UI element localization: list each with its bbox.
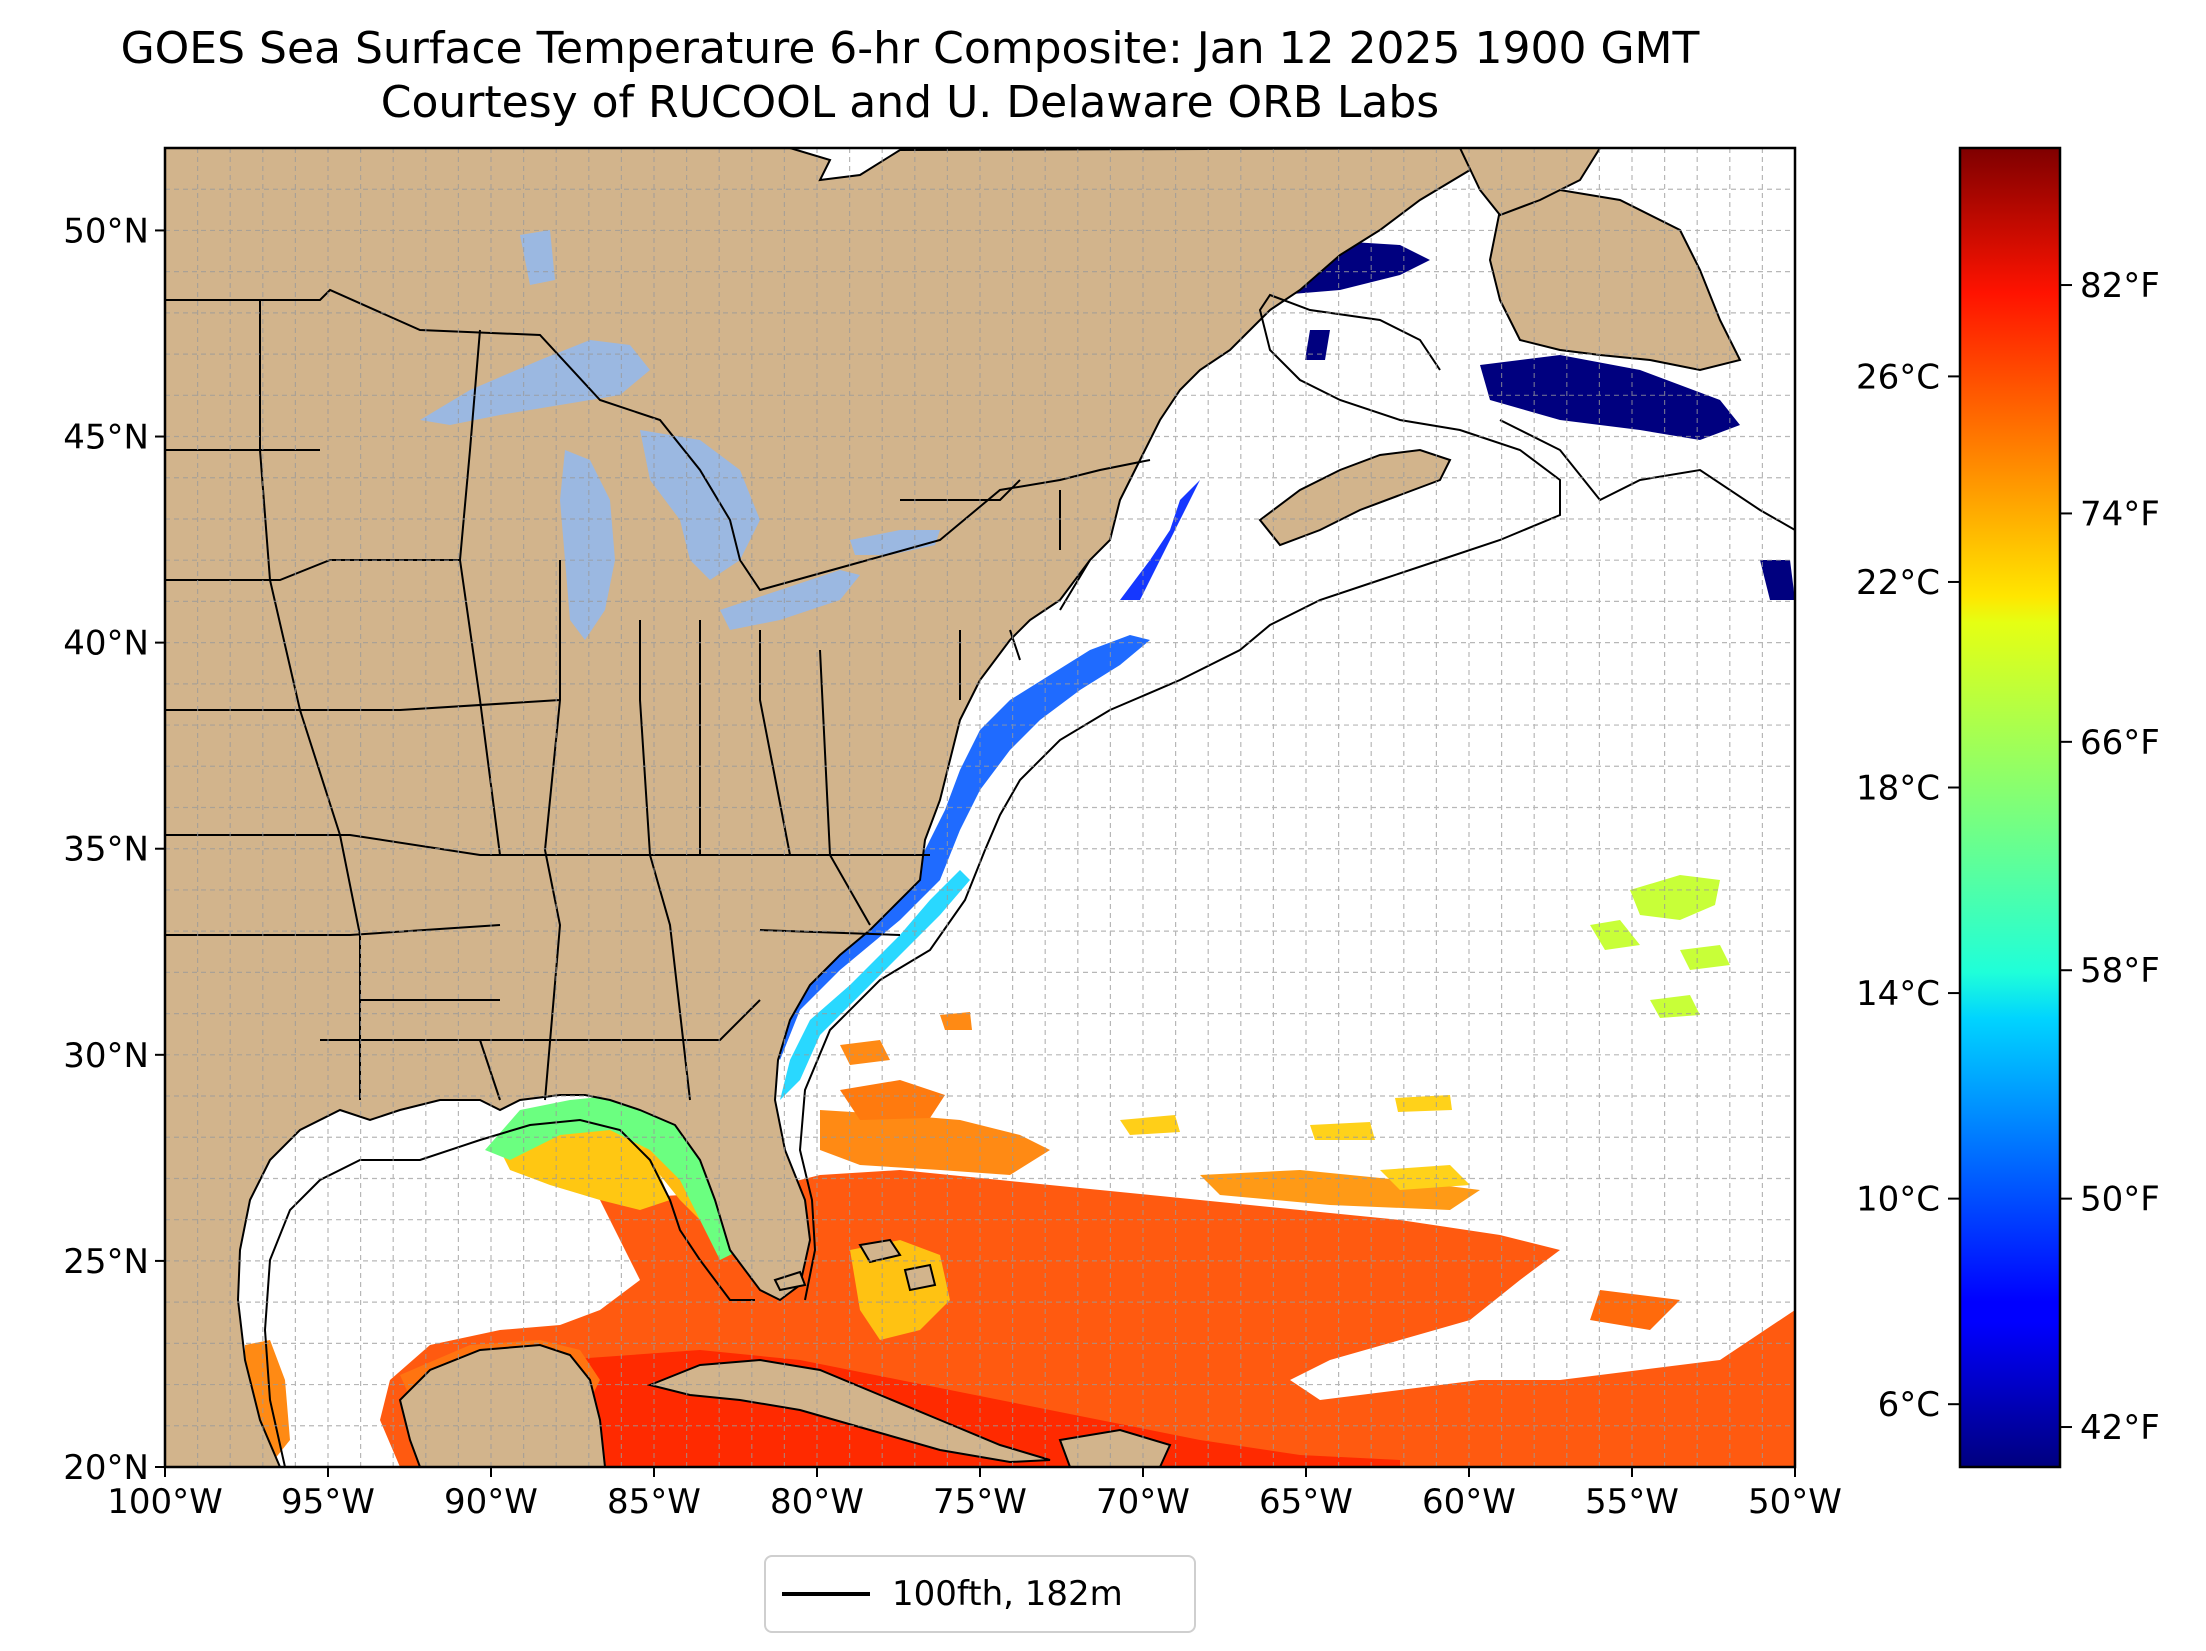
sst-nfld-south: [1480, 355, 1740, 440]
lakes-layer: [420, 230, 940, 640]
lon-tick-label: 80°W: [770, 1482, 864, 1522]
lat-tick-label: 45°N: [63, 418, 149, 458]
lat-tick-label: 25°N: [63, 1242, 149, 1282]
lon-tick-label: 65°W: [1259, 1482, 1353, 1522]
colorbar-celsius-axis: 6°C 10°C 14°C 18°C 22°C 26°C: [1856, 357, 1960, 1425]
isobath-gulf: [263, 1118, 755, 1467]
celsius-tick-label: 22°C: [1856, 563, 1940, 603]
isobath-east-coast: [798, 293, 1561, 1301]
lake-ontario: [850, 530, 940, 555]
title-line-2: Courtesy of RUCOOL and U. Delaware ORB L…: [380, 77, 1440, 128]
gridlines: [165, 148, 1795, 1467]
colorbar-fahrenheit-axis: 42°F 50°F 58°F 66°F 74°F 82°F: [2060, 266, 2160, 1448]
sst-gulf-coastal: [485, 1095, 740, 1260]
bahamas-island-2: [903, 1263, 937, 1292]
yucatan-land: [398, 1343, 607, 1467]
lon-tick-label: 70°W: [1096, 1482, 1190, 1522]
sst-patch-9: [940, 1012, 972, 1030]
fahrenheit-tick-label: 58°F: [2080, 951, 2160, 991]
labrador-land: [1458, 148, 1602, 217]
sst-patch-7: [840, 1040, 890, 1065]
state-borders: [165, 300, 1091, 1101]
legend-isobath-label: 100fth, 182m: [892, 1574, 1123, 1614]
lat-tick-label: 20°N: [63, 1448, 149, 1488]
sst-labrador-patch: [1305, 330, 1330, 360]
lake-michigan: [560, 450, 615, 640]
bahamas-island-1: [858, 1238, 902, 1264]
lon-tick-label: 50°W: [1748, 1482, 1842, 1522]
lon-tick-label: 60°W: [1422, 1482, 1516, 1522]
isobath-100fth: [263, 293, 1795, 1467]
lon-tick-label: 85°W: [607, 1482, 701, 1522]
us-canada-border: [165, 288, 1151, 592]
sst-gulf-of-maine: [1120, 480, 1200, 600]
lat-tick-label: 35°N: [63, 830, 149, 870]
celsius-tick-label: 26°C: [1856, 357, 1940, 397]
title-line-1: GOES Sea Surface Temperature 6-hr Compos…: [120, 23, 1700, 74]
sst-patch-2: [1200, 1170, 1480, 1210]
fahrenheit-tick-label: 66°F: [2080, 723, 2160, 763]
nova-scotia-land: [1258, 448, 1452, 547]
sst-patch-6: [1310, 1122, 1375, 1140]
lake-erie: [720, 570, 860, 630]
florida-keys: [773, 1270, 807, 1292]
legend-isobath-swatch: [782, 1592, 870, 1596]
fahrenheit-tick-label: 82°F: [2080, 266, 2160, 306]
sst-patch-1: [840, 1080, 945, 1120]
sst-atlantic-orange: [820, 1110, 1050, 1175]
lon-tick-label: 90°W: [444, 1482, 538, 1522]
lon-tick-label: 100°W: [107, 1482, 223, 1522]
lat-tick-label: 50°N: [63, 211, 149, 251]
colorbar: 6°C 10°C 14°C 18°C 22°C 26°C 42°F 50°F 58°F 66°F…: [1856, 146, 2160, 1469]
fahrenheit-tick-label: 74°F: [2080, 494, 2160, 534]
sst-nfld-east: [1760, 560, 1795, 600]
lake-huron: [640, 430, 760, 580]
legend: 100fth, 182m: [764, 1555, 1196, 1633]
sst-green-4: [1650, 995, 1700, 1018]
sst-green-3: [1680, 945, 1730, 970]
map-panel: [165, 148, 1795, 1467]
celsius-tick-label: 18°C: [1856, 769, 1940, 809]
fahrenheit-tick-label: 42°F: [2080, 1408, 2160, 1448]
lake-superior: [420, 340, 650, 425]
sst-patch-8: [1395, 1095, 1452, 1112]
sst-patch-5: [1120, 1115, 1180, 1135]
celsius-tick-label: 14°C: [1856, 974, 1940, 1014]
borders-layer: [165, 288, 1151, 1101]
lon-tick-label: 75°W: [933, 1482, 1027, 1522]
lat-tick-label: 40°N: [63, 624, 149, 664]
isobath-nfld: [1499, 419, 1795, 531]
fahrenheit-tick-label: 50°F: [2080, 1180, 2160, 1220]
celsius-tick-label: 6°C: [1878, 1385, 1940, 1425]
celsius-tick-label: 10°C: [1856, 1180, 1940, 1220]
colorbar-gradient: [1958, 146, 2062, 1469]
map-title: GOES Sea Surface Temperature 6-hr Compos…: [0, 22, 1820, 130]
sst-green-2: [1590, 920, 1640, 950]
sst-east-coast-cyan: [780, 870, 970, 1100]
lon-tick-label: 95°W: [281, 1482, 375, 1522]
sst-patch-3: [1590, 1290, 1680, 1330]
lat-tick-label: 30°N: [63, 1036, 149, 1076]
lon-tick-label: 55°W: [1585, 1482, 1679, 1522]
sst-patch-4: [1380, 1165, 1470, 1190]
latitude-axis: 20°N 25°N 30°N 35°N 40°N 45°N 50°N: [63, 211, 165, 1488]
longitude-axis: 100°W 95°W 90°W 85°W 80°W 75°W 70°W 65°W 60°W 55°…: [107, 1467, 1842, 1522]
